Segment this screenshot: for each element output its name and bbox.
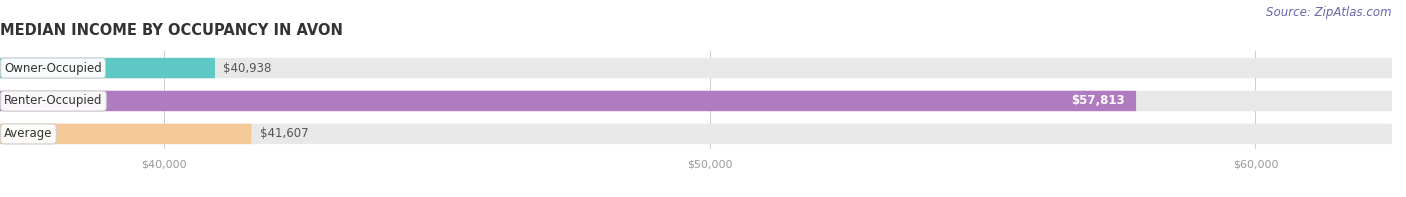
Text: Owner-Occupied: Owner-Occupied (4, 61, 101, 74)
Text: $41,607: $41,607 (260, 127, 308, 140)
FancyBboxPatch shape (0, 124, 1392, 144)
Text: $57,813: $57,813 (1071, 95, 1125, 108)
Text: Renter-Occupied: Renter-Occupied (4, 95, 103, 108)
Text: Average: Average (4, 127, 52, 140)
FancyBboxPatch shape (0, 124, 252, 144)
FancyBboxPatch shape (0, 91, 1136, 111)
FancyBboxPatch shape (0, 91, 1392, 111)
Text: Source: ZipAtlas.com: Source: ZipAtlas.com (1267, 6, 1392, 19)
Text: $40,938: $40,938 (224, 61, 271, 74)
FancyBboxPatch shape (0, 58, 1392, 78)
FancyBboxPatch shape (0, 58, 215, 78)
Text: MEDIAN INCOME BY OCCUPANCY IN AVON: MEDIAN INCOME BY OCCUPANCY IN AVON (0, 23, 343, 38)
